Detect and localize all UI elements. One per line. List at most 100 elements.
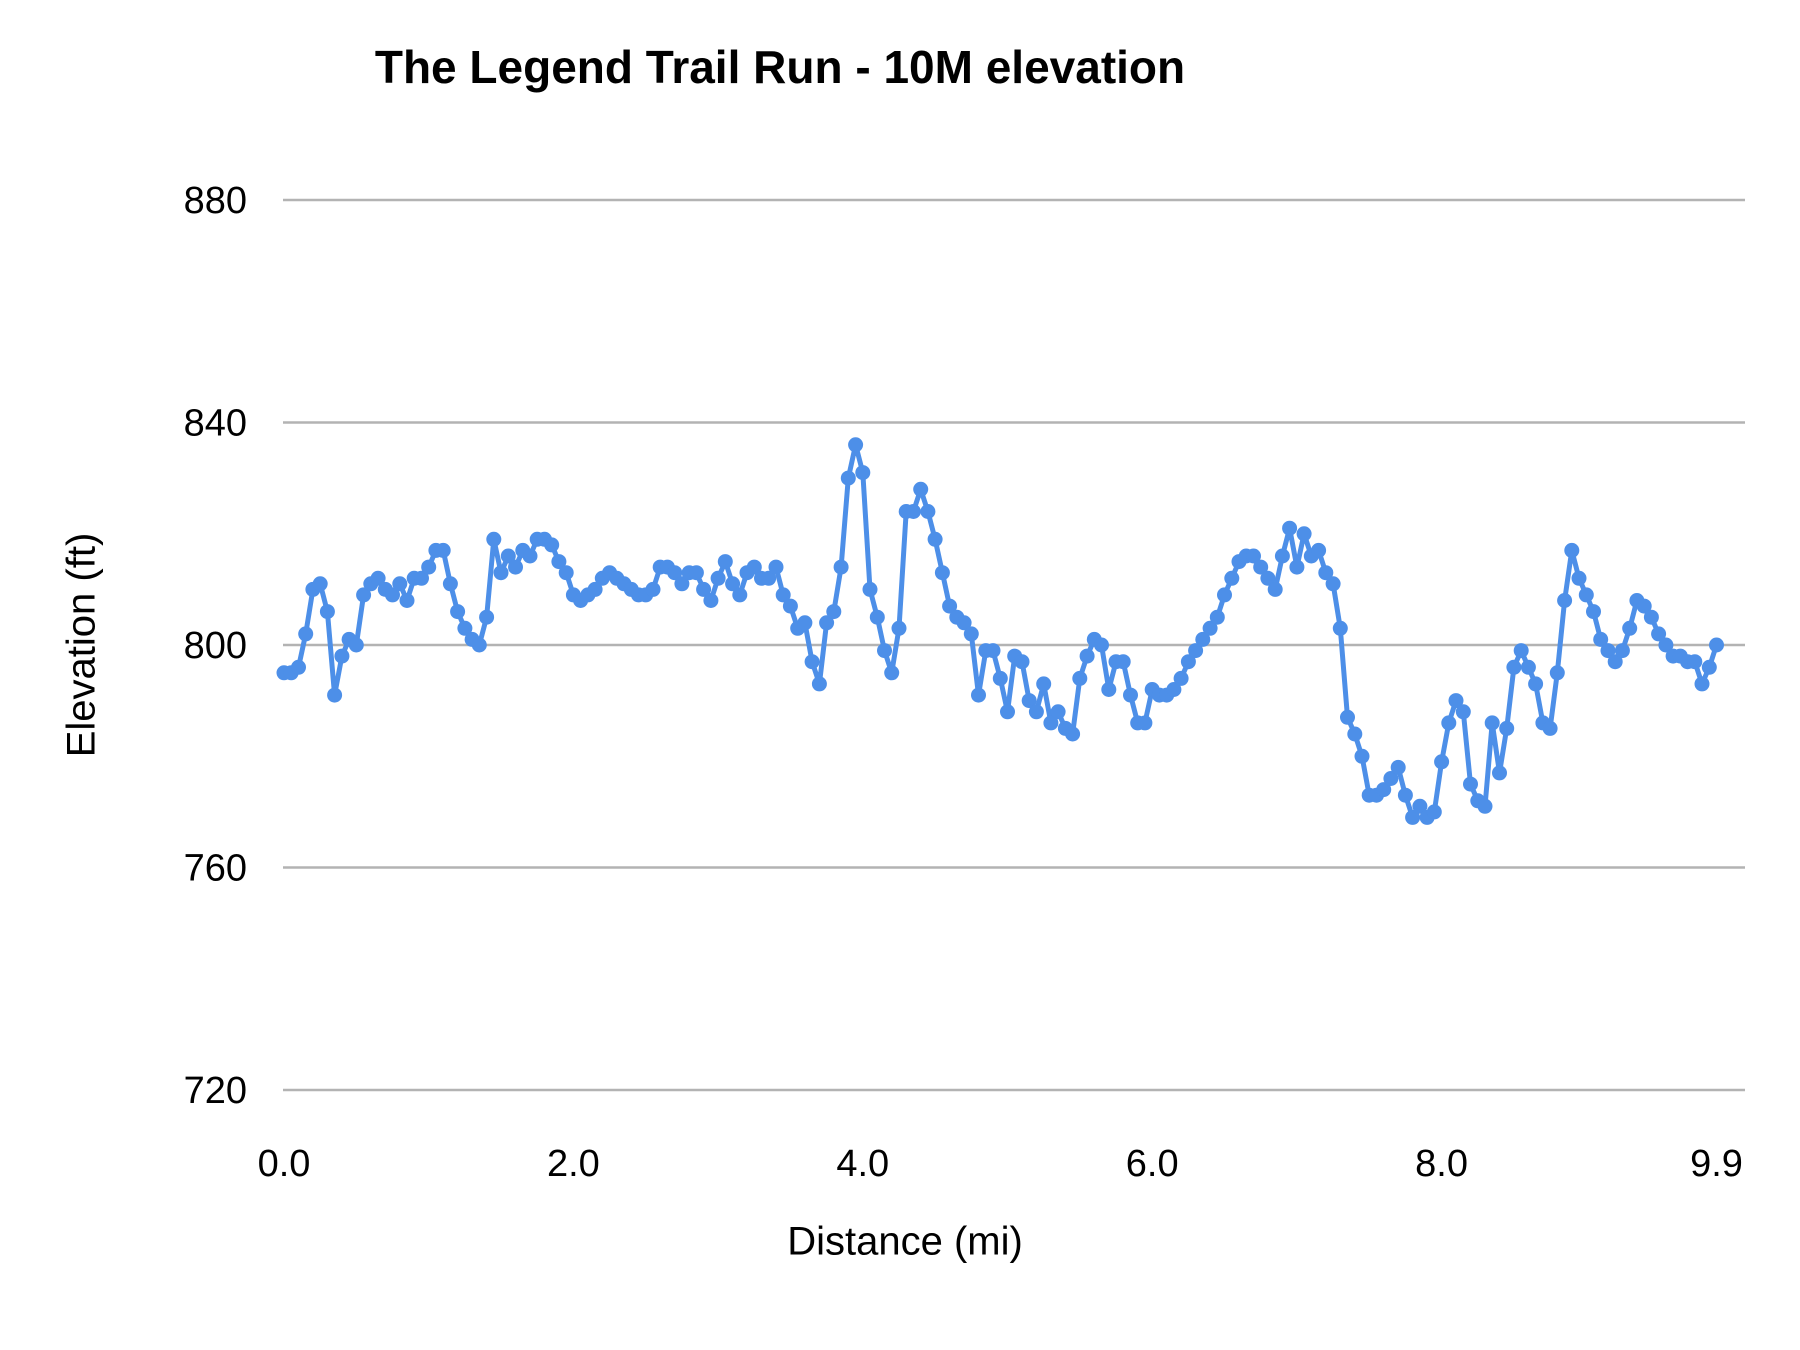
data-point — [414, 570, 429, 586]
data-point — [1267, 581, 1283, 597]
data-point — [1376, 782, 1392, 798]
data-point — [833, 559, 849, 575]
data-point — [1571, 570, 1587, 586]
data-point — [522, 548, 538, 564]
data-point — [457, 620, 473, 636]
data-point — [1202, 620, 1218, 636]
data-point — [862, 581, 878, 597]
data-point — [1209, 609, 1225, 625]
data-point — [319, 604, 335, 620]
data-point — [500, 548, 516, 564]
data-point — [1426, 804, 1442, 820]
data-point — [667, 565, 683, 581]
data-point — [1123, 687, 1138, 703]
data-point — [942, 598, 958, 614]
data-point — [746, 559, 762, 575]
data-point — [1549, 665, 1565, 681]
data-point — [992, 670, 1008, 686]
y-tick-label: 840 — [184, 403, 247, 445]
data-point — [1014, 654, 1030, 670]
data-point — [1643, 609, 1659, 625]
data-point — [370, 570, 386, 586]
data-point — [884, 665, 900, 681]
data-point — [1253, 559, 1269, 575]
data-point — [471, 637, 487, 653]
data-point — [985, 643, 1001, 659]
chart-title: The Legend Trail Run - 10M elevation — [374, 41, 1186, 93]
series-line — [281, 442, 1719, 820]
data-point — [1658, 637, 1674, 653]
x-tick-label: 0.0 — [258, 1143, 311, 1185]
data-point — [291, 659, 306, 675]
data-point — [1622, 620, 1638, 636]
data-point — [1043, 715, 1059, 731]
data-point — [761, 570, 777, 586]
data-point — [1390, 759, 1406, 775]
data-point — [782, 598, 798, 614]
data-point — [327, 687, 343, 703]
data-point — [797, 615, 813, 631]
data-point — [1499, 720, 1515, 736]
data-point — [869, 609, 885, 625]
data-point — [1557, 593, 1573, 608]
data-point — [348, 637, 364, 653]
data-point — [1180, 654, 1196, 670]
data-point — [1477, 798, 1493, 814]
data-point — [1383, 771, 1399, 786]
data-point — [1687, 654, 1703, 670]
data-point — [486, 531, 502, 547]
data-point — [442, 576, 458, 592]
data-point — [1492, 765, 1507, 781]
data-point — [1072, 670, 1088, 686]
data-point — [1289, 559, 1305, 575]
data-point — [1600, 643, 1616, 659]
data-point — [877, 643, 892, 659]
data-point — [1694, 676, 1710, 692]
data-point — [710, 570, 726, 586]
y-tick-label: 880 — [184, 180, 247, 222]
data-point — [1021, 693, 1037, 709]
data-point — [1340, 709, 1355, 725]
data-point — [1094, 637, 1109, 653]
data-point — [696, 581, 712, 597]
data-point — [1296, 526, 1312, 542]
data-point — [1115, 654, 1131, 670]
data-point — [312, 576, 328, 592]
data-point — [1347, 726, 1363, 742]
data-point — [1701, 659, 1717, 675]
data-point — [1586, 604, 1601, 620]
data-point — [956, 615, 972, 631]
data-point — [1593, 631, 1609, 647]
data-point — [356, 587, 372, 603]
data-point — [479, 609, 495, 625]
x-tick-label: 4.0 — [836, 1143, 889, 1185]
y-tick-label: 800 — [184, 625, 247, 667]
data-point — [1079, 648, 1095, 664]
gridlines — [283, 198, 1745, 1092]
data-point — [913, 481, 929, 497]
data-point — [1318, 565, 1334, 581]
data-point — [1101, 682, 1117, 697]
data-point — [775, 587, 791, 603]
y-tick-label: 720 — [184, 1070, 247, 1112]
data-point — [1528, 676, 1544, 692]
data-series — [276, 437, 1724, 825]
data-point — [1542, 720, 1558, 736]
data-point — [768, 559, 784, 575]
data-point — [855, 465, 871, 481]
data-point — [1028, 704, 1044, 720]
data-point — [1173, 670, 1189, 686]
data-point — [920, 504, 936, 519]
data-point — [1246, 548, 1261, 564]
data-point — [334, 648, 350, 664]
data-point — [435, 542, 451, 558]
data-point — [1564, 542, 1580, 558]
data-point — [963, 626, 979, 642]
data-point — [1195, 631, 1211, 647]
x-tick-label: 8.0 — [1415, 1143, 1468, 1185]
data-point — [544, 537, 560, 553]
data-point — [1434, 754, 1450, 770]
data-point — [1282, 520, 1298, 536]
